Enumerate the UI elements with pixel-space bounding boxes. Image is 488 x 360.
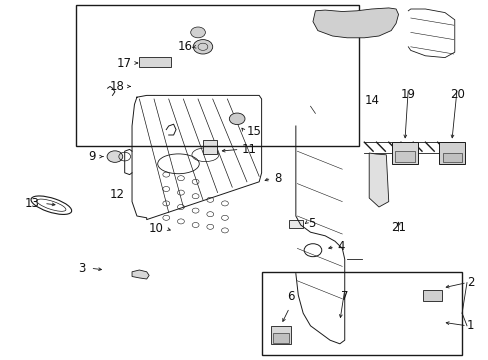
Text: 21: 21: [390, 221, 405, 234]
Text: 7: 7: [340, 290, 348, 303]
Text: 12: 12: [109, 188, 124, 201]
Circle shape: [229, 113, 244, 125]
Text: 1: 1: [466, 319, 473, 332]
Circle shape: [107, 151, 122, 162]
Text: 17: 17: [117, 57, 132, 69]
Circle shape: [190, 27, 205, 38]
Text: 20: 20: [449, 88, 464, 101]
Text: 16: 16: [178, 40, 193, 53]
Text: 3: 3: [78, 262, 85, 275]
Text: 6: 6: [286, 290, 294, 303]
Bar: [76, 5, 359, 146]
Text: 14: 14: [364, 94, 379, 107]
Bar: [139, 57, 171, 67]
Bar: [391, 142, 417, 164]
Bar: [422, 290, 441, 301]
Bar: [288, 220, 303, 228]
Bar: [271, 326, 290, 344]
Text: 15: 15: [246, 125, 261, 138]
Bar: [203, 140, 216, 154]
Text: 18: 18: [110, 80, 124, 93]
Bar: [261, 272, 461, 355]
Text: 4: 4: [337, 240, 344, 253]
Text: 9: 9: [88, 150, 95, 163]
Text: 11: 11: [242, 143, 257, 156]
Bar: [442, 153, 461, 162]
Bar: [394, 151, 414, 162]
Bar: [272, 333, 289, 343]
Polygon shape: [132, 270, 149, 279]
Circle shape: [193, 40, 212, 54]
Polygon shape: [312, 8, 398, 38]
Text: 5: 5: [307, 217, 315, 230]
Text: 8: 8: [273, 172, 281, 185]
Bar: [438, 142, 464, 164]
Text: 2: 2: [466, 276, 473, 289]
Text: 13: 13: [24, 197, 39, 210]
Polygon shape: [368, 153, 388, 207]
Text: 10: 10: [149, 222, 163, 235]
Text: 19: 19: [400, 88, 415, 101]
